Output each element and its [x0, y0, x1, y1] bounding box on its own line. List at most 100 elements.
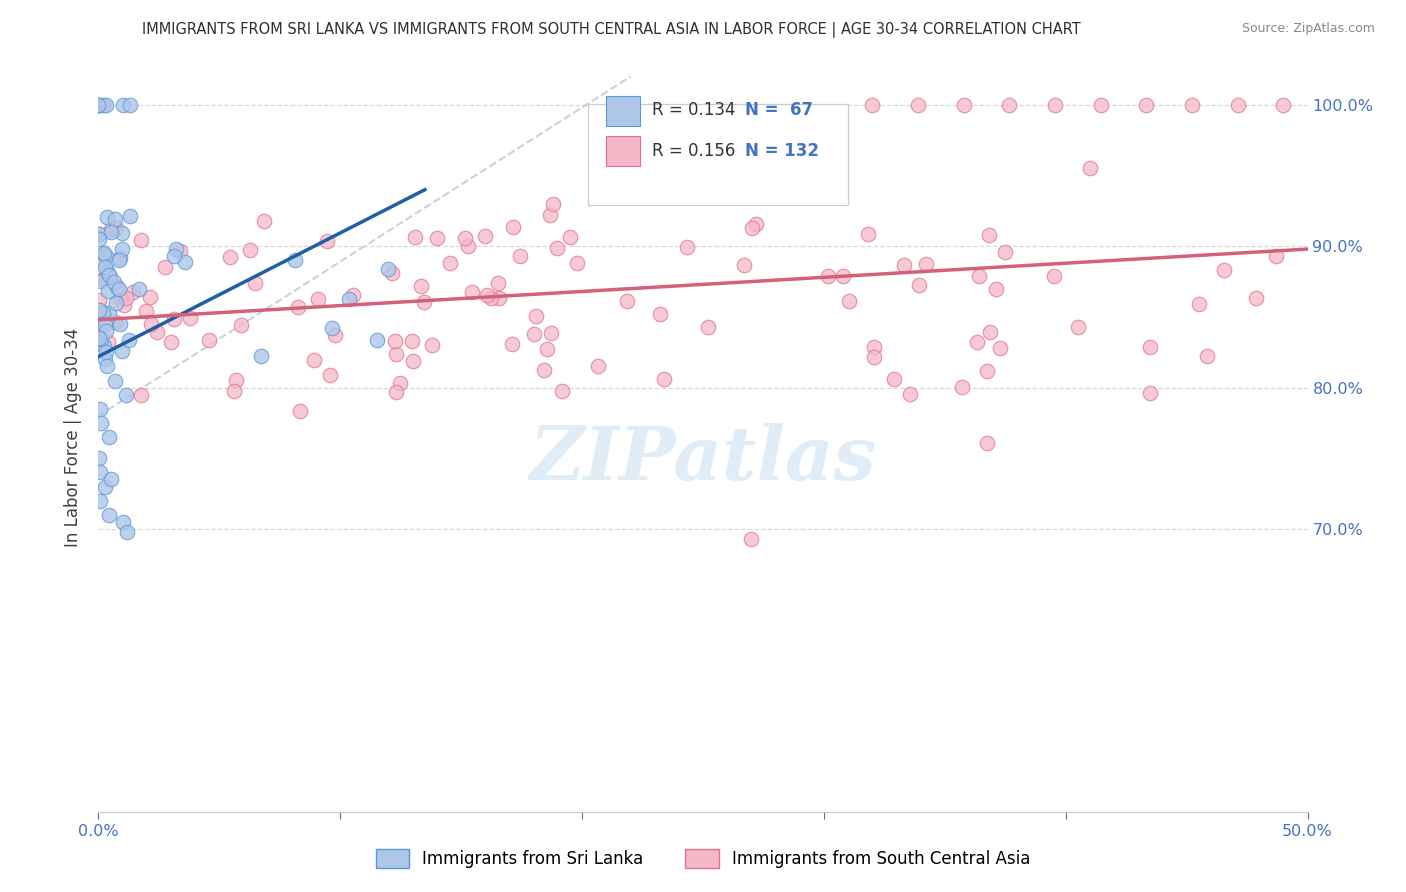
- Point: [967, 268, 990, 283]
- Point: [377, 262, 399, 277]
- Point: [98, 306, 121, 320]
- Point: [976, 436, 998, 450]
- Point: [411, 279, 433, 293]
- Point: [998, 98, 1021, 112]
- Point: [87, 98, 110, 112]
- Point: [401, 334, 423, 349]
- Point: [94, 345, 117, 359]
- Point: [159, 334, 181, 349]
- Point: [1188, 297, 1211, 311]
- Point: [1135, 98, 1157, 112]
- Point: [388, 376, 411, 391]
- Point: [550, 384, 572, 399]
- Point: [93, 479, 115, 493]
- Point: [546, 241, 568, 255]
- Point: [1090, 98, 1112, 112]
- Point: [96, 359, 118, 374]
- Point: [229, 318, 252, 332]
- Point: [319, 368, 342, 382]
- Point: [323, 328, 346, 343]
- Point: [103, 315, 125, 329]
- Point: [129, 233, 152, 247]
- Point: [675, 240, 697, 254]
- Point: [105, 280, 128, 294]
- FancyBboxPatch shape: [606, 96, 640, 126]
- Point: [98, 270, 121, 285]
- Point: [139, 290, 162, 304]
- Point: [179, 310, 201, 325]
- Point: [87, 329, 110, 343]
- Point: [950, 379, 973, 393]
- Point: [100, 225, 122, 239]
- Point: [129, 388, 152, 402]
- Point: [1181, 98, 1204, 112]
- Point: [97, 430, 120, 444]
- Point: [1078, 161, 1101, 176]
- Text: Source: ZipAtlas.com: Source: ZipAtlas.com: [1241, 22, 1375, 36]
- Point: [110, 318, 132, 332]
- Point: [488, 292, 510, 306]
- Point: [94, 98, 117, 112]
- Point: [89, 227, 111, 242]
- Point: [105, 221, 128, 235]
- Point: [90, 332, 112, 346]
- Point: [860, 98, 883, 112]
- Point: [404, 230, 426, 244]
- Point: [838, 294, 860, 309]
- Point: [907, 277, 929, 292]
- Point: [426, 231, 449, 245]
- Point: [385, 385, 408, 400]
- Point: [111, 98, 134, 112]
- Point: [307, 293, 329, 307]
- Point: [87, 227, 110, 242]
- Point: [385, 347, 408, 361]
- Point: [817, 269, 839, 284]
- Point: [120, 209, 142, 223]
- Point: [439, 256, 461, 270]
- Point: [501, 337, 523, 351]
- Point: [457, 239, 479, 253]
- Point: [90, 416, 112, 430]
- Point: [89, 466, 111, 480]
- Point: [366, 333, 388, 347]
- Point: [135, 303, 157, 318]
- Point: [128, 282, 150, 296]
- Point: [898, 386, 921, 401]
- Text: N = 132: N = 132: [745, 142, 820, 160]
- Point: [97, 335, 120, 350]
- Point: [87, 302, 110, 317]
- Point: [87, 98, 110, 112]
- Point: [284, 253, 307, 268]
- Point: [381, 267, 404, 281]
- Point: [173, 255, 195, 269]
- Point: [89, 451, 111, 466]
- Point: [915, 257, 938, 271]
- Point: [90, 275, 112, 289]
- Point: [104, 374, 127, 388]
- Point: [524, 309, 547, 323]
- Point: [146, 325, 169, 339]
- Point: [87, 98, 110, 112]
- Point: [94, 324, 117, 338]
- Text: IMMIGRANTS FROM SRI LANKA VS IMMIGRANTS FROM SOUTH CENTRAL ASIA IN LABOR FORCE |: IMMIGRANTS FROM SRI LANKA VS IMMIGRANTS …: [142, 22, 1081, 38]
- Point: [1066, 320, 1088, 334]
- Point: [91, 306, 114, 320]
- Point: [1197, 349, 1219, 363]
- Point: [402, 354, 425, 368]
- Legend: Immigrants from Sri Lanka, Immigrants from South Central Asia: Immigrants from Sri Lanka, Immigrants fr…: [368, 842, 1038, 875]
- Point: [115, 387, 138, 401]
- Point: [110, 242, 132, 256]
- Point: [976, 364, 998, 378]
- Point: [93, 338, 115, 352]
- Point: [540, 326, 562, 340]
- Point: [163, 250, 186, 264]
- Point: [87, 323, 110, 337]
- Point: [96, 314, 118, 328]
- Point: [110, 344, 132, 359]
- Point: [652, 371, 675, 385]
- Point: [108, 251, 131, 265]
- Point: [541, 197, 564, 211]
- Point: [1226, 98, 1249, 112]
- Point: [979, 326, 1001, 340]
- Point: [253, 213, 276, 227]
